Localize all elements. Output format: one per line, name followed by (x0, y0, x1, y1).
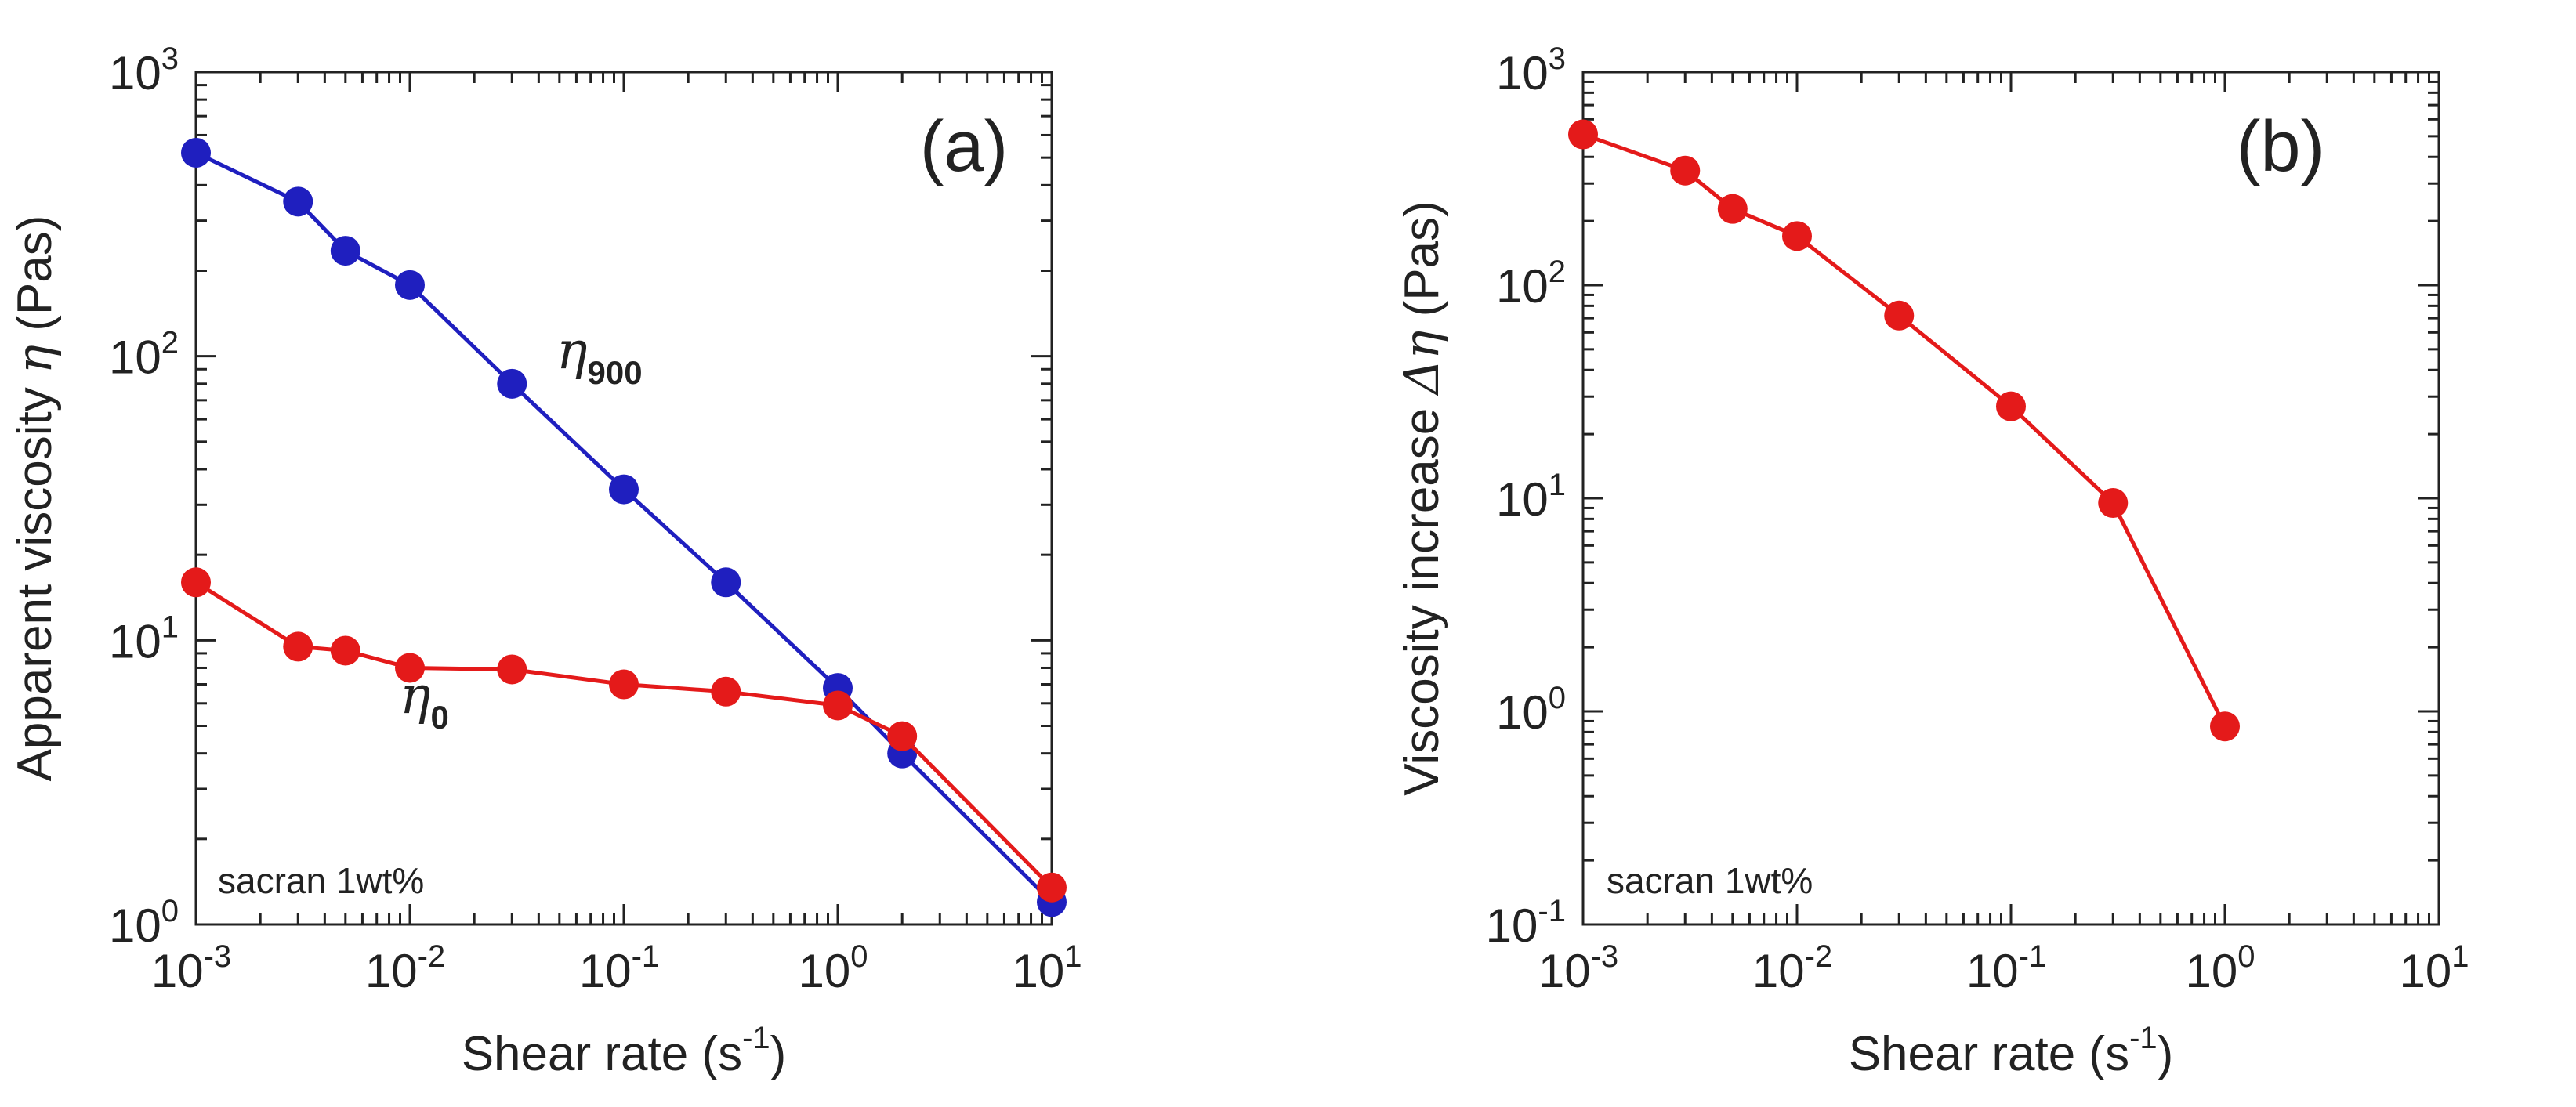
data-point (1037, 872, 1067, 903)
x-tick-label-b: 10-2 (1752, 939, 1832, 997)
data-point (1568, 119, 1598, 150)
panel-label-a: (a) (920, 107, 1008, 186)
series-a-0 (181, 137, 1067, 917)
x-axis-title-b: Shear rate (s-1) (1849, 1021, 2174, 1081)
y-tick-label-a: 103 (109, 42, 179, 99)
data-point (1782, 221, 1812, 251)
x-tick-label-a: 101 (1013, 939, 1082, 997)
data-point (2098, 488, 2129, 519)
series-b-0 (1568, 119, 2240, 742)
x-tick-label-a: 100 (799, 939, 868, 997)
data-point (395, 270, 425, 300)
x-tick-label-a: 10-3 (151, 939, 231, 997)
data-point (330, 236, 360, 266)
sample-annotation-a: sacran 1wt% (218, 860, 424, 901)
series-label-a-1: η0 (400, 665, 449, 736)
y-tick-label-b: 102 (1496, 255, 1566, 313)
data-point (609, 669, 639, 700)
data-point (283, 631, 313, 662)
y-axis-title-a: Apparent viscosity η (Pas) (5, 215, 63, 782)
y-tick-label-a: 102 (109, 326, 179, 384)
data-point (181, 567, 211, 598)
data-point (395, 653, 425, 683)
data-point (1717, 194, 1748, 224)
y-axis-title-b: Viscosity increase Δη (Pas) (1393, 201, 1450, 796)
y-tick-label-b: 100 (1496, 681, 1566, 739)
y-tick-label-a: 100 (109, 894, 179, 952)
series-a-1 (181, 567, 1067, 903)
x-tick-label-b: 101 (2400, 939, 2469, 997)
axis-ticks-b (1581, 71, 2440, 926)
data-point (1996, 391, 2026, 421)
data-point (497, 368, 527, 399)
x-tick-label-a: 10-1 (579, 939, 659, 997)
data-point (1670, 155, 1701, 186)
y-tick-label-a: 101 (109, 610, 179, 667)
x-tick-label-b: 10-3 (1538, 939, 1618, 997)
panel-a-chart: 10-3 10-2 10-1 100 101 100 101 102 103 Shear rate… (5, 42, 1082, 1081)
series-line (194, 150, 1053, 904)
data-point (1884, 300, 1915, 331)
data-point (283, 186, 313, 217)
x-tick-label-a: 10-2 (365, 939, 445, 997)
y-tick-label-b: 103 (1496, 42, 1566, 99)
panel-b-chart: 10-3 10-2 10-1 100 101 10-1 100 101 102 103 Shear … (1393, 42, 2469, 1081)
sample-annotation-b: sacran 1wt% (1607, 860, 1813, 901)
y-tick-label-b: 10-1 (1486, 894, 1566, 952)
data-point (497, 654, 527, 685)
series-label-a-0: η900 (556, 320, 643, 391)
data-point (711, 567, 741, 598)
x-tick-label-b: 10-1 (1966, 939, 2046, 997)
data-point (823, 690, 853, 721)
series-line (1582, 132, 2227, 728)
data-point (887, 721, 918, 751)
data-point (330, 635, 360, 666)
panel-label-b: (b) (2237, 107, 2324, 186)
data-point (609, 474, 639, 505)
data-point (181, 137, 211, 168)
plot-frame-b (1581, 71, 2440, 926)
y-tick-label-b: 101 (1496, 468, 1566, 526)
data-point (711, 676, 741, 707)
x-axis-title-a: Shear rate (s-1) (462, 1021, 787, 1081)
data-point (2210, 711, 2240, 742)
series-line (194, 581, 1053, 889)
x-tick-label-b: 100 (2186, 939, 2255, 997)
